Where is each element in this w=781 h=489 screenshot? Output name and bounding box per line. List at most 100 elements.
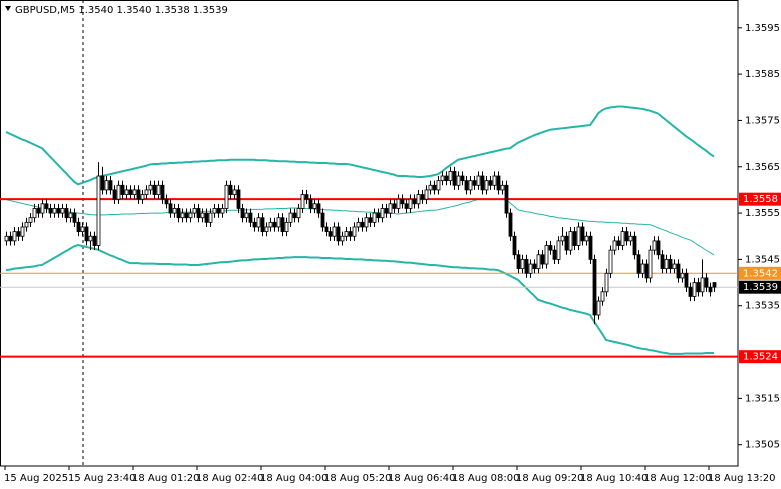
candle-body bbox=[56, 208, 61, 214]
candle-body bbox=[512, 235, 517, 256]
candle-body bbox=[632, 235, 637, 256]
candle-body bbox=[40, 203, 45, 214]
candle-body bbox=[248, 212, 253, 223]
y-tick-label: 1.3505 bbox=[745, 440, 780, 451]
candle-body bbox=[616, 240, 621, 246]
candle-body bbox=[576, 226, 581, 246]
candle-body bbox=[340, 235, 345, 242]
candle-body bbox=[404, 203, 409, 209]
x-tick-label: 18 Aug 08:00 bbox=[452, 473, 519, 484]
candle-body bbox=[596, 300, 601, 316]
candle-body bbox=[552, 249, 557, 260]
y-tick-label: 1.3595 bbox=[745, 23, 780, 34]
candle-body bbox=[184, 212, 189, 219]
candle-body bbox=[660, 254, 665, 270]
candle-body bbox=[64, 208, 69, 219]
candle-body bbox=[172, 208, 177, 214]
candle-body bbox=[76, 221, 81, 233]
candle-body bbox=[608, 249, 613, 274]
candle-body bbox=[116, 184, 121, 200]
candle-body bbox=[480, 175, 485, 191]
candle-body bbox=[540, 254, 545, 265]
candle-body bbox=[312, 203, 317, 209]
candle-body bbox=[128, 189, 133, 195]
candle-body bbox=[588, 235, 593, 260]
candle-body bbox=[132, 189, 137, 195]
candle-body bbox=[72, 212, 77, 223]
price-box bbox=[739, 350, 781, 364]
candle-body bbox=[192, 208, 197, 214]
candle-body bbox=[372, 212, 377, 223]
candle-body bbox=[624, 231, 629, 242]
candle-body bbox=[112, 189, 117, 200]
candle-body bbox=[24, 221, 29, 228]
candle-body bbox=[236, 189, 241, 209]
candle-body bbox=[336, 226, 341, 242]
candle-body bbox=[60, 208, 65, 214]
y-tick-label: 1.3515 bbox=[745, 393, 780, 404]
candle-body bbox=[188, 212, 193, 219]
x-tick-label: 18 Aug 04:00 bbox=[260, 473, 327, 484]
candle-body bbox=[628, 235, 633, 242]
x-tick-label: 18 Aug 06:40 bbox=[388, 473, 455, 484]
candle-body bbox=[328, 231, 333, 237]
candle-body bbox=[52, 208, 57, 214]
candle-body bbox=[120, 184, 125, 195]
candle-body bbox=[96, 175, 101, 246]
candle-body bbox=[136, 189, 141, 200]
candle-body bbox=[456, 175, 461, 186]
candle-body bbox=[664, 259, 669, 270]
candle-body bbox=[320, 212, 325, 228]
band-line bbox=[5, 105, 715, 186]
candle-body bbox=[424, 189, 429, 200]
candle-body bbox=[124, 189, 129, 195]
candle-body bbox=[376, 212, 381, 219]
candle-body bbox=[516, 254, 521, 270]
x-tick-label: 15 Aug 2025 bbox=[4, 473, 68, 484]
candle-body bbox=[432, 184, 437, 191]
symbol-icon bbox=[5, 6, 11, 11]
candle-body bbox=[12, 231, 17, 242]
candle-body bbox=[708, 286, 713, 293]
candle-body bbox=[324, 226, 329, 233]
candle-body bbox=[668, 259, 673, 270]
candle-body bbox=[288, 212, 293, 223]
candle-body bbox=[212, 208, 217, 214]
candle-body bbox=[604, 272, 609, 293]
candle-body bbox=[504, 184, 509, 214]
candle-body bbox=[216, 208, 221, 214]
candle-body bbox=[44, 203, 49, 209]
candle-body bbox=[592, 259, 597, 316]
x-tick-label: 15 Aug 23:40 bbox=[68, 473, 135, 484]
candle-body bbox=[164, 198, 169, 205]
candle-body bbox=[464, 180, 469, 191]
candle-body bbox=[396, 198, 401, 209]
candle-body bbox=[384, 208, 389, 214]
price-label: 1.3542 bbox=[743, 268, 778, 279]
candle-body bbox=[508, 212, 513, 237]
candle-body bbox=[20, 226, 25, 237]
candle-body bbox=[688, 286, 693, 297]
candle-body bbox=[220, 208, 225, 214]
candle-body bbox=[676, 263, 681, 279]
candle-body bbox=[492, 175, 497, 186]
x-tick-label: 18 Aug 10:40 bbox=[580, 473, 647, 484]
candle-body bbox=[548, 245, 553, 251]
candle-body bbox=[496, 175, 501, 191]
x-tick-label: 18 Aug 01:20 bbox=[132, 473, 199, 484]
candle-body bbox=[8, 235, 13, 242]
candle-body bbox=[416, 194, 421, 205]
x-tick-label: 18 Aug 12:00 bbox=[644, 473, 711, 484]
candle-body bbox=[364, 217, 369, 228]
candle-body bbox=[556, 240, 561, 260]
candle-body bbox=[696, 282, 701, 293]
y-tick-label: 1.3565 bbox=[745, 162, 780, 173]
candle-body bbox=[48, 208, 53, 214]
candle-body bbox=[684, 272, 689, 288]
candle-body bbox=[284, 221, 289, 233]
price-label: 1.3524 bbox=[743, 352, 778, 363]
candle-body bbox=[196, 208, 201, 219]
candle-body bbox=[356, 221, 361, 228]
candle-body bbox=[584, 235, 589, 242]
